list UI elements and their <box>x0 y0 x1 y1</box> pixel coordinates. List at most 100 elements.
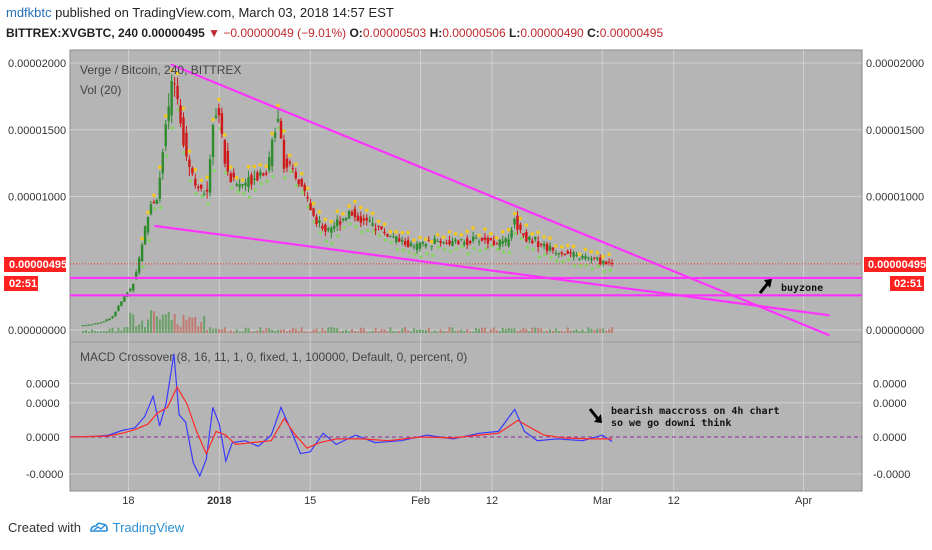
dot-yellow <box>595 250 600 255</box>
candle-body <box>581 255 584 259</box>
volume-bar <box>481 327 484 333</box>
candle-body <box>356 215 360 221</box>
candle-body <box>542 243 546 247</box>
volume-bar <box>123 327 126 333</box>
volume-bar <box>433 330 436 333</box>
volume-bar <box>395 331 398 333</box>
volume-bar <box>330 327 333 333</box>
volume-bar <box>445 331 448 333</box>
candle-body <box>270 139 274 167</box>
volume-bar <box>209 327 212 333</box>
candle-body <box>256 172 259 181</box>
volume-bar <box>581 329 584 333</box>
dot-green <box>501 250 506 254</box>
volume-bar <box>96 331 99 333</box>
candle-body <box>179 105 182 124</box>
candle-body <box>566 251 569 254</box>
volume-bar <box>418 329 421 333</box>
volume-bar <box>135 326 138 333</box>
dot-yellow <box>483 227 487 232</box>
dot-yellow <box>589 250 594 254</box>
volume-bar <box>271 329 274 333</box>
volume-bar <box>291 328 294 333</box>
candle-body <box>448 240 451 245</box>
candle-body <box>244 182 247 186</box>
dot-yellow <box>163 114 168 118</box>
volume-bar <box>413 328 416 333</box>
macd-panel[interactable] <box>70 342 862 491</box>
candle-body <box>501 240 504 244</box>
dot-yellow <box>205 175 209 180</box>
low-value: 0.00000490 <box>520 26 584 40</box>
dot-green <box>572 263 577 268</box>
volume-bar <box>244 327 247 333</box>
volume-bar <box>333 327 336 333</box>
volume-bar <box>217 329 220 333</box>
candle-body <box>557 253 561 255</box>
volume-bar <box>345 329 348 333</box>
volume-bar <box>504 329 507 333</box>
dot-green <box>360 230 364 234</box>
macd-annotation-line1: bearish maccross on 4h chart <box>611 405 780 417</box>
candle-body <box>140 244 144 262</box>
dot-yellow <box>565 243 570 248</box>
candle-body <box>392 236 395 238</box>
tradingview-link[interactable]: TradingView <box>112 520 185 535</box>
chart-frame <box>69 49 863 492</box>
candle-body <box>120 301 123 306</box>
dot-yellow <box>347 204 351 208</box>
candle-body <box>146 217 150 233</box>
candle-body <box>105 319 108 322</box>
candle-body <box>587 257 590 259</box>
candle-body <box>312 208 315 216</box>
candle-body <box>471 236 475 242</box>
ohlc-bar: BITTREX:XVGBTC, 240 0.00000495 ▼ −0.0000… <box>6 26 663 40</box>
dot-green <box>525 245 530 250</box>
candle-body <box>436 240 439 242</box>
dot-green <box>289 169 293 174</box>
volume-bar <box>223 327 226 333</box>
candle-body <box>513 218 516 225</box>
macd-y-tick-left: 0.0000 <box>26 378 60 390</box>
candle-body <box>191 167 194 174</box>
candle-body <box>134 272 138 280</box>
created-with-text: Created with <box>8 520 81 535</box>
candle-body <box>492 240 496 245</box>
volume-bar <box>401 328 404 333</box>
candle-body <box>409 243 413 246</box>
candle-body <box>353 209 357 218</box>
candle-body <box>173 83 176 85</box>
dot-yellow <box>311 201 316 206</box>
volume-bar <box>339 331 342 333</box>
volume-bar <box>575 329 578 333</box>
volume-bar <box>495 330 498 333</box>
dot-yellow <box>246 165 251 169</box>
dot-green <box>200 194 205 199</box>
volume-bar <box>466 328 469 333</box>
volume-bar <box>235 329 238 333</box>
candle-body <box>510 229 513 238</box>
volume-bar <box>114 331 117 333</box>
candle-body <box>137 258 141 273</box>
volume-bar <box>551 330 554 333</box>
author-link[interactable]: mdfkbtc <box>6 5 52 20</box>
high-label: H: <box>429 26 443 40</box>
volume-bar <box>415 329 418 333</box>
candle-body <box>433 238 436 244</box>
dot-green <box>253 188 258 192</box>
volume-bar <box>475 328 478 333</box>
volume-bar <box>421 329 424 333</box>
volume-bar <box>492 327 495 333</box>
dot-green <box>271 174 275 179</box>
candle-body <box>223 140 227 164</box>
dot-green <box>507 250 512 255</box>
volume-bar <box>584 331 587 333</box>
candle-body <box>182 117 185 146</box>
candle-body <box>483 237 487 240</box>
dot-yellow <box>359 205 363 210</box>
volume-bar <box>306 331 309 333</box>
dot-yellow <box>524 223 529 228</box>
candle-body <box>129 288 132 292</box>
candle-body <box>211 124 215 158</box>
